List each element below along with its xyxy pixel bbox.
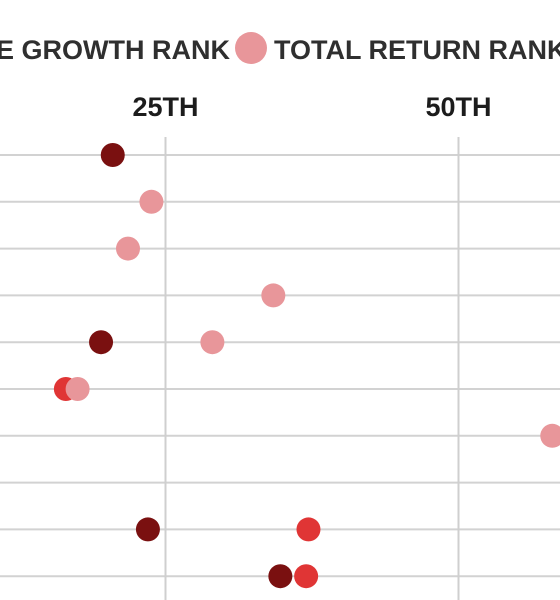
data-point — [540, 423, 560, 448]
grid-layer — [0, 137, 560, 600]
legend-swatch-total-return — [235, 32, 267, 64]
data-point — [115, 236, 140, 261]
x-tick-label: 25TH — [132, 92, 198, 122]
axis-layer: 25TH 50TH — [132, 92, 491, 122]
data-point — [89, 330, 114, 355]
data-point — [294, 564, 319, 589]
data-point — [100, 143, 125, 167]
data-point — [268, 564, 293, 589]
data-point — [261, 283, 286, 308]
data-point — [65, 377, 90, 401]
data-point — [135, 517, 160, 542]
legend: E GROWTH RANK TOTAL RETURN RANK — [0, 32, 560, 65]
x-tick-label: 50TH — [425, 92, 491, 122]
dots-layer — [53, 143, 560, 589]
data-point — [200, 330, 225, 355]
data-point — [139, 189, 164, 214]
legend-label-total-return-rank: TOTAL RETURN RANK — [274, 35, 560, 65]
data-point — [296, 517, 321, 542]
legend-label-growth-rank: E GROWTH RANK — [0, 35, 230, 65]
